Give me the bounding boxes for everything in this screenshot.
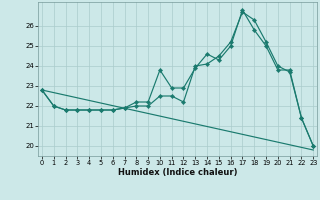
X-axis label: Humidex (Indice chaleur): Humidex (Indice chaleur) [118, 168, 237, 177]
